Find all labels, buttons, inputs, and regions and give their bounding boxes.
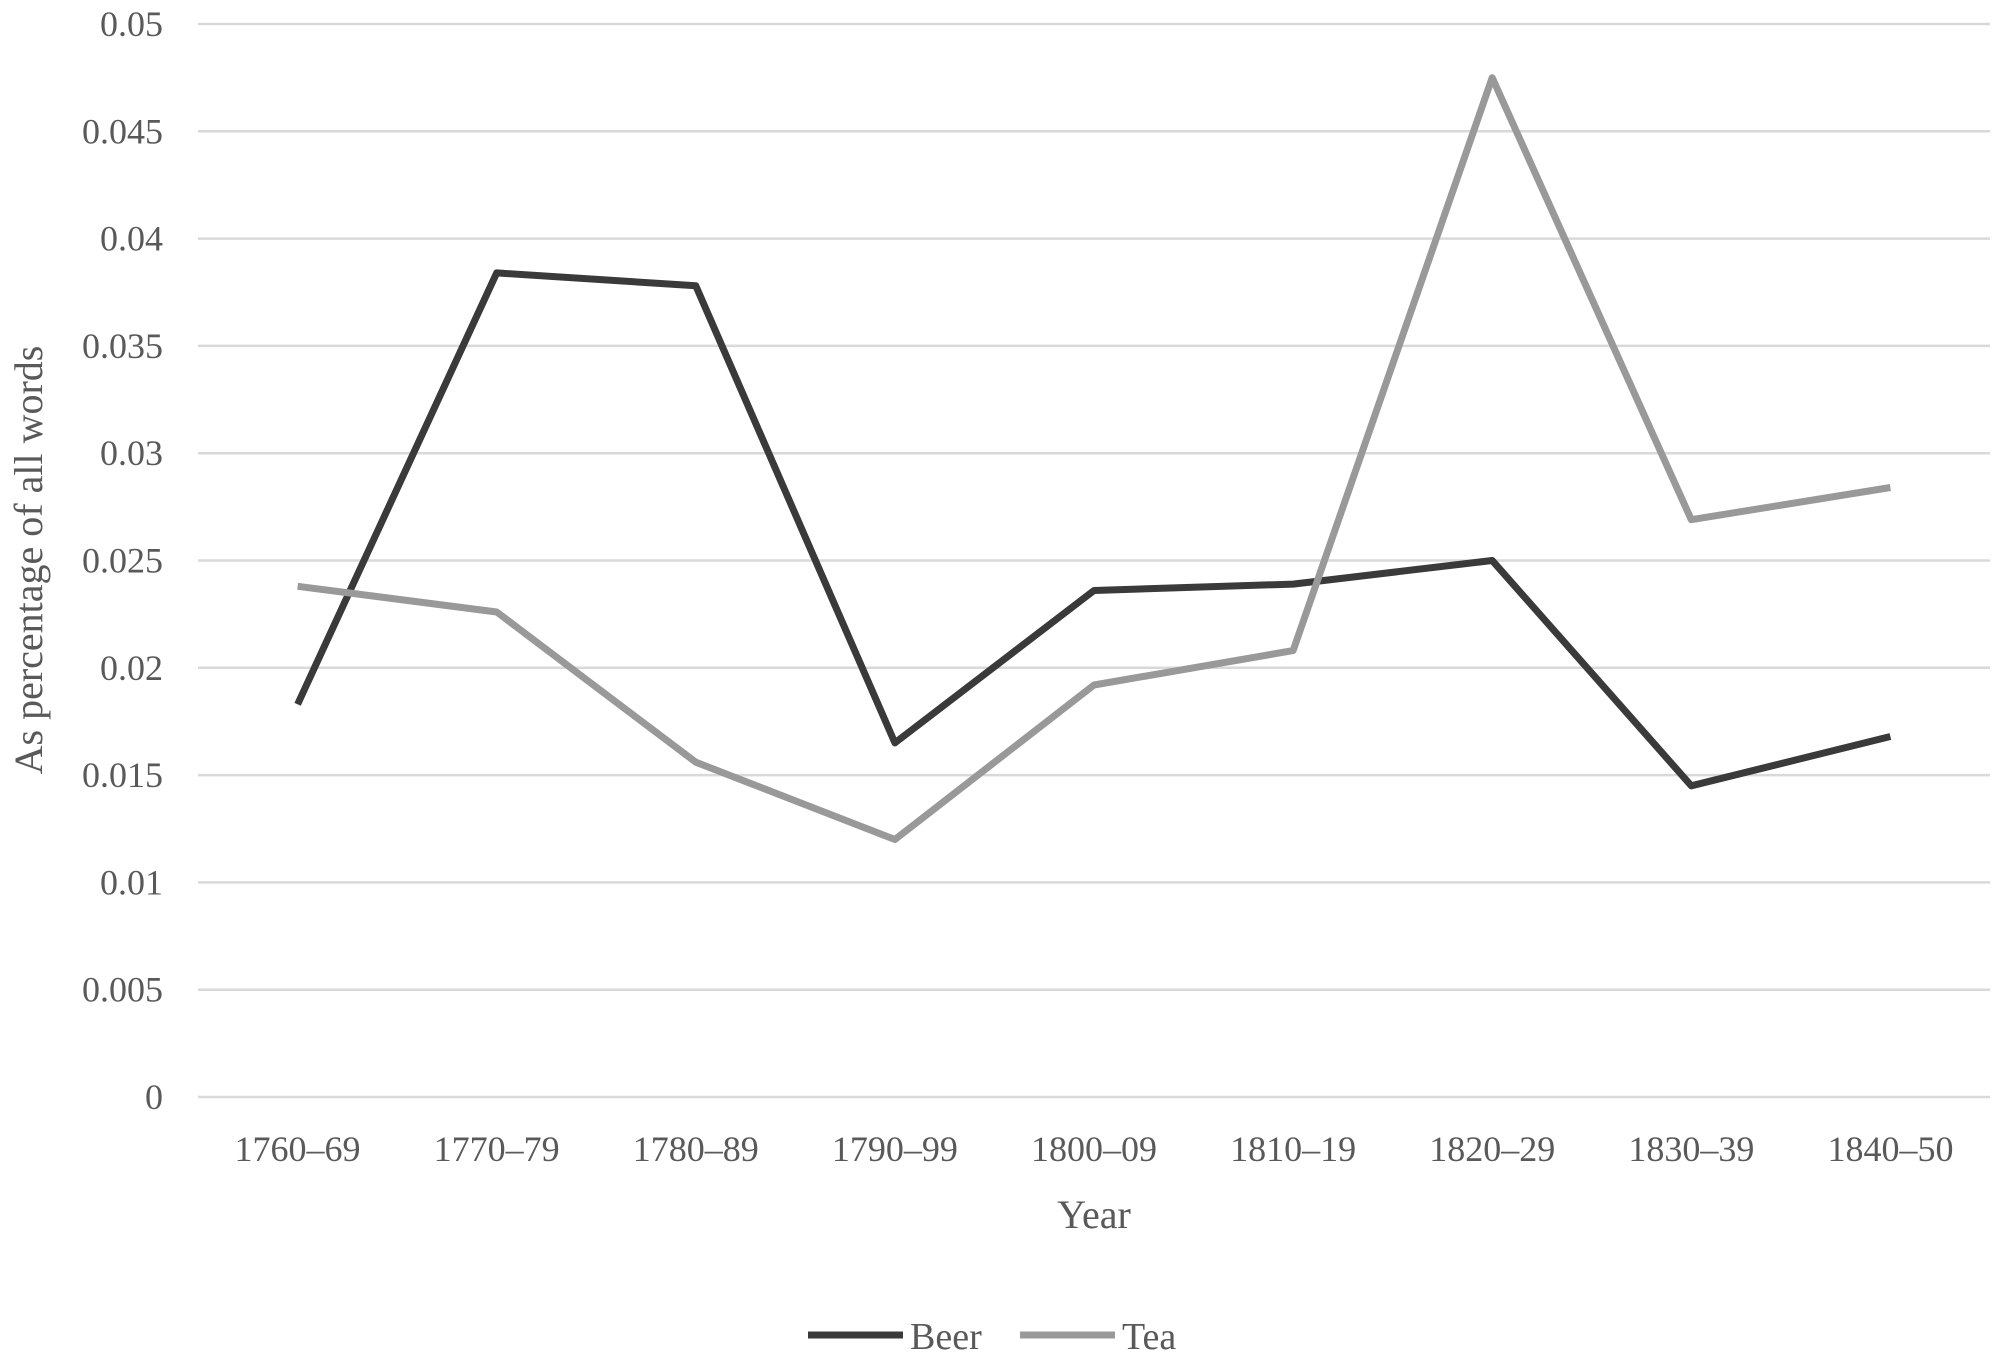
x-tick-label: 1840–50: [1827, 1129, 1953, 1169]
series-line-tea: [297, 74, 1891, 843]
x-tick-label: 1800–09: [1031, 1129, 1157, 1169]
y-tick-label: 0.01: [100, 862, 163, 902]
y-tick-label: 0.015: [82, 755, 163, 795]
x-tick-label: 1790–99: [832, 1129, 958, 1169]
x-tick-label: 1820–29: [1429, 1129, 1555, 1169]
y-tick-label: 0.035: [82, 326, 163, 366]
y-axis-title: As percentage of all words: [6, 346, 51, 775]
x-axis-title: Year: [1057, 1192, 1131, 1237]
x-tick-label: 1830–39: [1628, 1129, 1754, 1169]
y-tick-label: 0.045: [82, 111, 163, 151]
y-tick-label: 0.03: [100, 433, 163, 473]
legend: Beer Tea: [808, 1316, 1176, 1357]
y-tick-label: 0.04: [100, 219, 163, 259]
y-tick-label: 0.025: [82, 541, 163, 581]
gridlines: [198, 22, 1990, 1099]
y-tick-label: 0: [145, 1077, 163, 1117]
legend-label-beer: Beer: [910, 1316, 982, 1357]
y-axis-ticks: 0 0.005 0.01 0.015 0.02 0.025 0.03 0.035 0.04 0.0…: [82, 4, 163, 1117]
y-tick-label: 0.005: [82, 970, 163, 1010]
x-tick-label: 1770–79: [434, 1129, 560, 1169]
y-tick-label: 0.02: [100, 648, 163, 688]
x-tick-label: 1780–89: [633, 1129, 759, 1169]
series-lines: [294, 74, 1892, 843]
legend-label-tea: Tea: [1122, 1316, 1176, 1357]
x-axis-ticks: 1760–69 1770–79 1780–89 1790–99 1800–09 1810–…: [235, 1129, 1954, 1169]
y-tick-label: 0.05: [100, 4, 163, 44]
series-line-beer: [294, 269, 1892, 790]
x-tick-label: 1760–69: [235, 1129, 361, 1169]
x-tick-label: 1810–19: [1230, 1129, 1356, 1169]
